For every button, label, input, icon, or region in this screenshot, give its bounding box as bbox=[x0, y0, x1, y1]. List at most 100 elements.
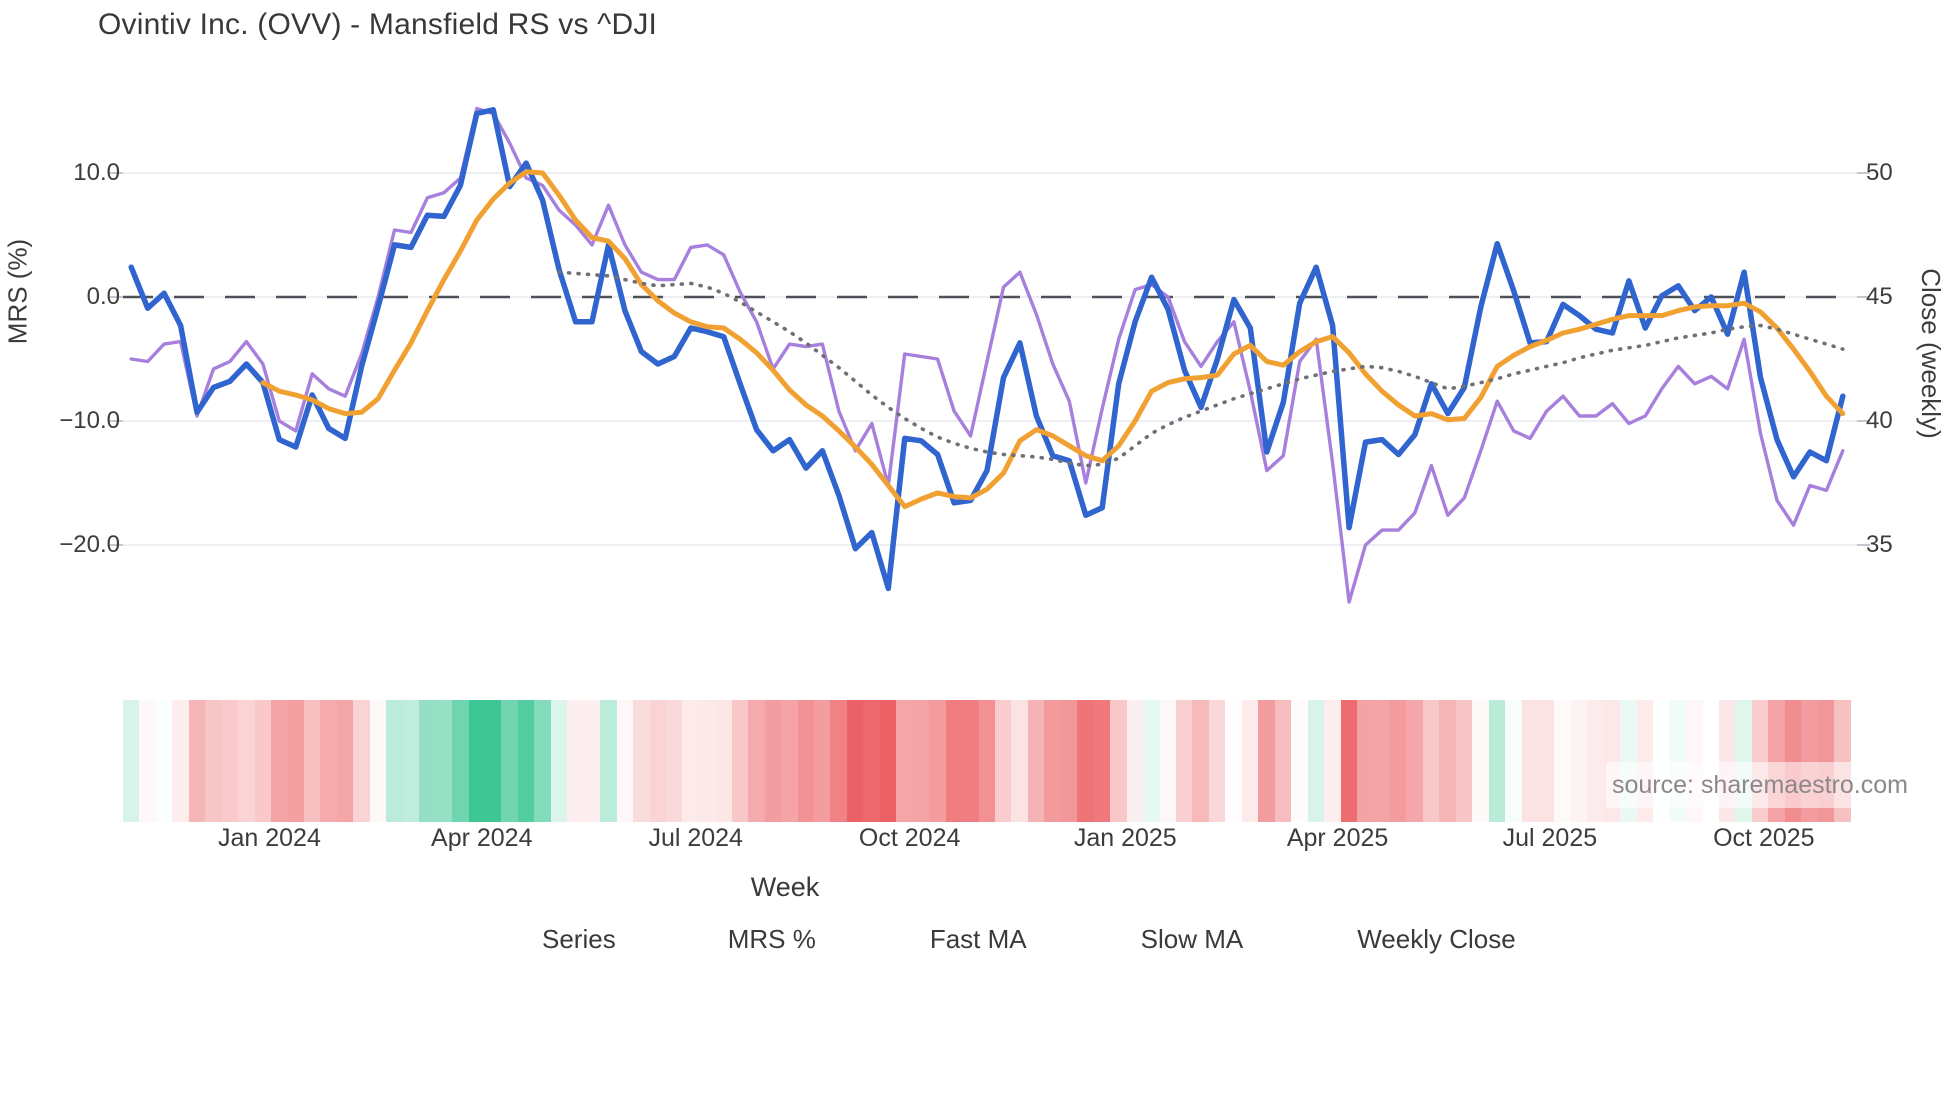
x-tick-label: Jul 2025 bbox=[1502, 824, 1598, 852]
heatmap-cell bbox=[583, 700, 601, 822]
heatmap-cell bbox=[1439, 700, 1456, 822]
heatmap-cell bbox=[715, 700, 732, 822]
heatmap-cell bbox=[846, 700, 864, 822]
heatmap-cell bbox=[1060, 700, 1078, 822]
heatmap-cell bbox=[1505, 700, 1522, 822]
heatmap-cell bbox=[1307, 700, 1325, 822]
chart-title: Ovintiv Inc. (OVV) - Mansfield RS vs ^DJ… bbox=[98, 8, 658, 41]
mrs-line-swatch-icon bbox=[652, 936, 714, 943]
source-credit: source: sharemaestro.com bbox=[1606, 762, 1914, 808]
x-tick-label: Jan 2025 bbox=[1073, 824, 1177, 852]
legend-item-label: Slow MA bbox=[1140, 924, 1244, 954]
heatmap-cell bbox=[271, 700, 288, 822]
heatmap-strip bbox=[123, 700, 1851, 822]
heatmap-cell bbox=[320, 700, 337, 822]
heatmap-cell bbox=[1455, 700, 1473, 822]
heatmap-cell bbox=[995, 700, 1012, 822]
x-tick-label: Oct 2024 bbox=[858, 824, 961, 852]
heatmap-cell bbox=[205, 700, 222, 822]
heatmap-cell bbox=[1521, 700, 1538, 822]
x-tick-label: Oct 2025 bbox=[1713, 824, 1815, 852]
heatmap-cell bbox=[419, 700, 436, 822]
heatmap-cell bbox=[1241, 700, 1259, 822]
heatmap-cell bbox=[1258, 700, 1275, 822]
right-tick-label: 45 bbox=[1866, 283, 1893, 310]
heatmap-cell bbox=[517, 700, 535, 822]
heatmap-cell bbox=[1027, 700, 1045, 822]
x-axis-title: Week bbox=[750, 872, 820, 902]
heatmap-cell bbox=[1291, 700, 1308, 822]
heatmap-cell bbox=[879, 700, 897, 822]
heatmap-cell bbox=[221, 700, 239, 822]
heatmap-cell bbox=[238, 700, 255, 822]
heatmap-cell bbox=[1373, 700, 1390, 822]
heatmap-cell bbox=[1570, 700, 1588, 822]
heatmap-cell bbox=[896, 700, 913, 822]
heatmap-cell bbox=[1044, 700, 1061, 822]
heatmap-cell bbox=[534, 700, 551, 822]
legend-item-slow-ma: Slow MA bbox=[1065, 924, 1244, 955]
legend-item-label: Weekly Close bbox=[1357, 924, 1516, 954]
heatmap-cell bbox=[550, 700, 568, 822]
fast-ma-line-swatch-icon bbox=[854, 937, 916, 943]
heatmap-cell bbox=[1011, 700, 1028, 822]
heatmap-cell bbox=[369, 700, 387, 822]
heatmap-cell bbox=[1422, 700, 1440, 822]
right-tick-label: 35 bbox=[1866, 531, 1893, 558]
heatmap-cell bbox=[1143, 700, 1160, 822]
heatmap-cell bbox=[501, 700, 518, 822]
heatmap-cell bbox=[139, 700, 156, 822]
heatmap-cell bbox=[781, 700, 798, 822]
heatmap-cell bbox=[567, 700, 584, 822]
heatmap-cell bbox=[731, 700, 749, 822]
heatmap-cell bbox=[814, 700, 831, 822]
left-tick-label: −10.0 bbox=[59, 407, 120, 434]
heatmap-cell bbox=[1093, 700, 1111, 822]
heatmap-cell bbox=[748, 700, 765, 822]
heatmap-cell bbox=[929, 700, 946, 822]
slow-ma-dotted-swatch-icon bbox=[1065, 937, 1127, 942]
heatmap-cell bbox=[978, 700, 996, 822]
heatmap-cell bbox=[945, 700, 963, 822]
heatmap-cell bbox=[468, 700, 485, 822]
heatmap-cell bbox=[764, 700, 782, 822]
heatmap-cell bbox=[123, 700, 140, 822]
heatmap-cell bbox=[287, 700, 304, 822]
heatmap-swatch-icon bbox=[1554, 927, 1579, 953]
x-tick-label: Jul 2024 bbox=[648, 824, 743, 852]
heatmap-cell bbox=[1488, 700, 1506, 822]
heatmap-cell bbox=[649, 700, 666, 822]
heatmap-cell bbox=[1554, 700, 1571, 822]
heatmap-cell bbox=[386, 700, 403, 822]
heatmap-cell bbox=[1356, 700, 1374, 822]
heatmap-cell bbox=[1126, 700, 1144, 822]
legend-item-weekly-close: Weekly Close bbox=[1281, 924, 1515, 955]
heatmap-cell bbox=[797, 700, 815, 822]
heatmap-cell bbox=[1389, 700, 1407, 822]
legend-title: Series bbox=[542, 924, 616, 954]
heatmap-cell bbox=[665, 700, 683, 822]
legend-item-label: MRS % bbox=[727, 924, 816, 954]
heatmap-cell bbox=[1110, 700, 1127, 822]
heatmap-cell bbox=[353, 700, 370, 822]
heatmap-cell bbox=[863, 700, 880, 822]
heatmap-cell bbox=[600, 700, 617, 822]
heatmap-cell bbox=[1340, 700, 1357, 822]
heatmap-cell bbox=[402, 700, 420, 822]
legend: Series MRS % Fast MA Slow MA Weekly Clos… bbox=[542, 924, 1579, 955]
right-tick-label: 50 bbox=[1866, 159, 1893, 186]
heatmap-cell bbox=[1176, 700, 1193, 822]
heatmap-cell bbox=[254, 700, 272, 822]
left-tick-label: 10.0 bbox=[73, 159, 120, 186]
heatmap-cell bbox=[452, 700, 469, 822]
heatmap-cell bbox=[1324, 700, 1341, 822]
x-tick-label: Jan 2024 bbox=[218, 824, 321, 852]
heatmap-cell bbox=[1208, 700, 1226, 822]
heatmap-cell bbox=[188, 700, 206, 822]
legend-item-label: Fast MA bbox=[929, 924, 1027, 954]
heatmap-cell bbox=[633, 700, 650, 822]
heatmap-cell bbox=[1159, 700, 1176, 822]
heatmap-cell bbox=[1472, 700, 1489, 822]
heatmap-cell bbox=[962, 700, 979, 822]
